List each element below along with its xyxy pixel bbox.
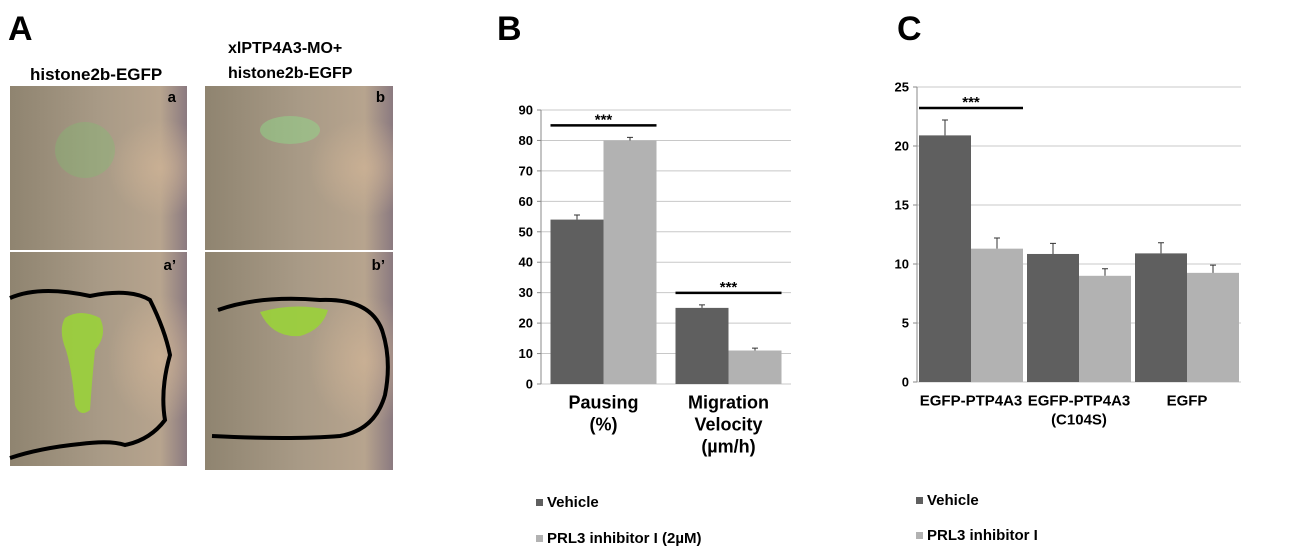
y-tick-label: 10 bbox=[519, 346, 533, 361]
significance: *** bbox=[595, 111, 613, 128]
legend-label: Vehicle bbox=[547, 494, 599, 511]
significance: *** bbox=[720, 279, 738, 296]
panel-label: A bbox=[8, 10, 33, 48]
y-tick-label: 5 bbox=[902, 316, 909, 331]
image-shade bbox=[10, 252, 187, 466]
error-bar bbox=[942, 119, 948, 136]
image-title: histone2b-EGFP bbox=[228, 65, 353, 82]
y-tick-label: 60 bbox=[519, 194, 533, 209]
y-tick-label: 15 bbox=[895, 198, 909, 213]
fluorescence bbox=[260, 116, 320, 144]
y-tick-label: 40 bbox=[519, 255, 533, 270]
y-tick-label: 90 bbox=[519, 103, 533, 118]
image-label: a bbox=[168, 89, 177, 106]
y-tick-label: 25 bbox=[895, 80, 909, 95]
y-tick-label: 70 bbox=[519, 163, 533, 178]
image-label: b bbox=[376, 89, 385, 106]
bar bbox=[728, 350, 782, 384]
error-bar bbox=[994, 237, 1000, 249]
y-tick-label: 30 bbox=[519, 285, 533, 300]
micrographs: a b a’ b’ bbox=[9, 86, 393, 470]
legend-label: Vehicle bbox=[927, 492, 979, 509]
bar bbox=[1079, 275, 1131, 382]
bar bbox=[971, 248, 1023, 382]
x-tick-label: Migration bbox=[688, 392, 769, 412]
bar bbox=[603, 140, 657, 384]
legend-label: PRL3 inhibitor I (2µM) bbox=[547, 530, 701, 547]
x-tick-label: EGFP bbox=[1167, 392, 1208, 409]
bar bbox=[1187, 272, 1239, 382]
bar bbox=[550, 219, 604, 384]
x-tick-label: (µm/h) bbox=[701, 436, 755, 456]
error-bar bbox=[1158, 242, 1164, 254]
outline bbox=[211, 296, 390, 440]
fluorescence bbox=[55, 122, 115, 178]
legend-swatch bbox=[916, 532, 923, 539]
legend-label: PRL3 inhibitor I bbox=[927, 527, 1038, 544]
x-tick-label: (C104S) bbox=[1051, 411, 1107, 428]
panel-label: B bbox=[497, 10, 522, 48]
error-bar bbox=[1102, 268, 1108, 276]
y-tick-label: 80 bbox=[519, 133, 533, 148]
image-shade bbox=[10, 86, 187, 250]
x-tick-label: Velocity bbox=[694, 414, 762, 434]
y-tick-label: 50 bbox=[519, 224, 533, 239]
y-tick-label: 20 bbox=[519, 316, 533, 331]
bar bbox=[1027, 253, 1079, 382]
image-label: b’ bbox=[372, 257, 385, 274]
error-bar bbox=[752, 347, 758, 351]
error-bar bbox=[627, 136, 633, 141]
x-tick-label: Pausing bbox=[568, 392, 638, 412]
image-title: xlPTP4A3-MO+ bbox=[228, 40, 342, 57]
y-tick-label: 0 bbox=[526, 377, 533, 392]
error-bar bbox=[574, 214, 580, 220]
y-tick-label: 0 bbox=[902, 375, 909, 390]
image-shade bbox=[205, 252, 393, 470]
region-highlight bbox=[260, 306, 328, 337]
panel-label: C bbox=[897, 10, 922, 48]
image-title: histone2b-EGFP bbox=[30, 65, 162, 84]
legend-swatch bbox=[916, 497, 923, 504]
y-tick-label: 10 bbox=[895, 257, 909, 272]
x-tick-label: (%) bbox=[590, 414, 618, 434]
legend-swatch bbox=[536, 535, 543, 542]
x-tick-label: EGFP-PTP4A3 bbox=[1028, 392, 1131, 409]
significance: *** bbox=[962, 94, 980, 111]
outline bbox=[9, 289, 173, 460]
image-label: a’ bbox=[163, 257, 176, 274]
error-bar bbox=[1050, 242, 1056, 254]
bar bbox=[1135, 253, 1187, 382]
legend-swatch bbox=[536, 499, 543, 506]
image-shade bbox=[205, 86, 393, 250]
error-bar bbox=[699, 304, 705, 308]
y-tick-label: 20 bbox=[895, 139, 909, 154]
error-bar bbox=[1210, 264, 1216, 273]
bar bbox=[919, 135, 971, 382]
region-highlight bbox=[61, 313, 104, 414]
bar bbox=[675, 307, 729, 384]
x-tick-label: EGFP-PTP4A3 bbox=[920, 392, 1023, 409]
